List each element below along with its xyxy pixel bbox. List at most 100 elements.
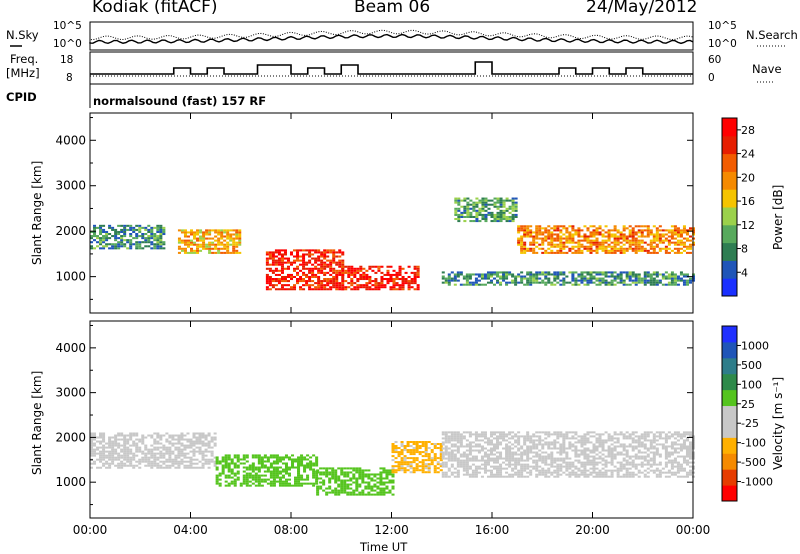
velocity-cell-band-3 [436,463,440,466]
velocity-cell-band-3 [400,449,404,452]
velocity-cell-band-3 [424,465,428,468]
velocity-cell-band-4 [682,459,686,462]
velocity-cell-band-1 [281,456,285,459]
power-cell-band-2 [317,288,321,291]
velocity-cell-band-4 [640,465,644,468]
power-cell-band-1 [238,241,242,244]
velocity-cell-band-3 [418,469,422,472]
power-cell-band-1 [238,231,242,234]
power-cell-band-0 [111,228,115,231]
velocity-cell-band-4 [556,433,560,436]
power-cell-band-3 [392,278,396,281]
velocity-cell-band-0 [177,456,181,459]
power-cell-band-0 [135,243,139,246]
power-cell-band-0 [99,241,103,244]
power-cell-band-4 [484,197,488,200]
power-cell-band-2 [296,265,300,268]
power-cell-band-5 [628,229,632,232]
power-cell-band-1 [196,243,200,246]
velocity-cell-band-4 [459,465,463,468]
velocity-cell-band-4 [628,461,632,464]
velocity-cell-band-4 [667,431,671,434]
xtick-label-1: 04:00 [173,523,208,537]
velocity-cell-band-4 [483,437,487,440]
velocity-cell-band-0 [198,448,202,451]
velocity-cell-band-0 [192,448,196,451]
power-cell-band-0 [102,241,106,244]
power-cell-band-0 [90,237,94,240]
power-cell-band-6 [658,281,662,284]
velocity-cell-band-2 [385,471,389,474]
velocity-cell-band-1 [284,472,288,475]
velocity-cell-band-0 [168,460,172,463]
velocity-cell-band-2 [361,469,365,472]
power-cell-band-0 [117,243,121,246]
power-cell-band-2 [320,269,324,272]
power-cell-band-2 [280,275,284,278]
velocity-cell-band-4 [523,451,527,454]
velocity-cell-band-4 [508,431,512,434]
velocity-cell-band-4 [613,437,617,440]
velocity-cell-band-4 [679,435,683,438]
power-cell-band-0 [108,233,112,236]
power-cell-band-6 [483,275,487,278]
power-cell-band-4 [499,220,503,223]
power-cell-band-5 [583,239,587,242]
power-cell-band-6 [625,271,629,274]
velocity-cell-band-4 [643,445,647,448]
velocity-cell-band-1 [263,454,267,457]
velocity-cell-band-1 [254,466,258,469]
power-cell-band-5 [520,229,524,232]
power-cell-band-4 [505,207,509,210]
velocity-cell-band-0 [213,442,217,445]
velocity-cell-band-2 [343,491,347,494]
velocity-cell-band-1 [242,476,246,479]
velocity-cell-band-4 [622,435,626,438]
velocity-cell-band-4 [568,461,572,464]
velocity-cell-band-4 [538,473,542,476]
velocity-cell-band-4 [456,471,460,474]
velocity-cell-band-4 [514,441,518,444]
velocity-cell-band-4 [604,431,608,434]
velocity-cell-band-4 [691,437,696,440]
velocity-cell-band-0 [114,450,118,453]
power-cell-band-2 [289,263,294,266]
power-cell-band-5 [550,243,554,246]
power-cell-band-5 [550,245,554,248]
power-cell-band-5 [595,241,599,244]
power-cell-band-2 [296,280,300,283]
power-cell-band-3 [389,288,393,291]
velocity-cell-band-4 [535,445,539,448]
velocity-cell-band-1 [224,458,228,461]
velocity-cell-band-4 [670,435,674,438]
power-cell-band-1 [189,251,194,254]
power-cell-band-2 [329,251,333,254]
velocity-cell-band-4 [535,439,539,442]
power-cell-band-3 [350,265,354,268]
velocity-cell-band-3 [436,467,440,470]
power-cell-band-5 [550,241,554,244]
velocity-cell-band-0 [93,454,97,457]
power-cell-band-4 [508,211,512,214]
power-cell-band-6 [559,283,563,286]
velocity-cell-band-4 [610,469,614,472]
velocity-cell-band-0 [132,452,136,455]
velocity-cell-band-4 [652,457,656,460]
velocity-cell-band-0 [132,458,136,461]
power-cell-band-0 [108,247,112,250]
velocity-cell-band-4 [532,441,536,444]
velocity-cell-band-2 [355,489,359,492]
power-cell-band-3 [368,280,372,283]
power-cell-band-4 [484,201,488,204]
velocity-cell-band-0 [192,450,196,453]
velocity-cell-band-4 [640,463,644,466]
velocity-cell-band-4 [526,435,530,438]
velocity-cell-band-0 [147,464,151,467]
velocity-cell-band-1 [281,484,285,487]
velocity-cell-band-1 [257,458,261,461]
power-cell-band-4 [490,203,494,206]
velocity-cell-band-4 [471,475,475,478]
velocity-cell-band-4 [520,473,524,476]
velocity-cell-band-1 [242,482,246,485]
